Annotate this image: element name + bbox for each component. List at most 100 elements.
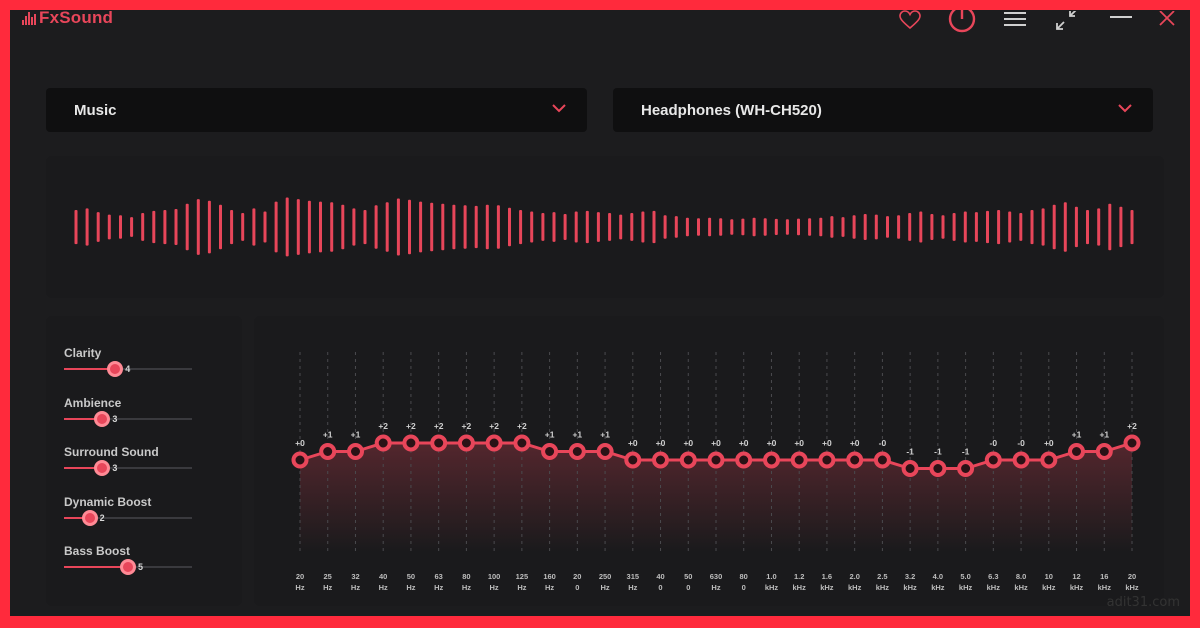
visualizer-bar [519,210,523,245]
favorite-button[interactable] [896,10,924,30]
effect-clarity: Clarity 4 [64,346,234,386]
visualizer-bar [652,210,656,244]
eq-band-knob[interactable] [1040,451,1058,469]
effect-slider-knob[interactable] [120,559,136,575]
effect-label: Surround Sound [64,445,159,459]
visualizer-bar [330,202,334,252]
eq-frequency-label: kHz [765,583,779,592]
power-button[interactable] [946,10,978,36]
chevron-down-icon [552,104,566,113]
eq-frequency-label: Hz [379,583,388,592]
visualizer-bar [441,203,445,251]
eq-band-knob[interactable] [513,434,531,452]
effect-slider-fill [64,417,103,420]
effect-slider-knob[interactable] [94,410,111,427]
eq-frequency-label: 2.5 [877,572,887,581]
eq-band-knob[interactable] [374,434,392,452]
eq-band-knob[interactable] [929,460,947,477]
eq-band-knob[interactable] [291,451,309,469]
eq-frequency-label: 12 [1072,572,1080,581]
effect-bass-boost: Bass Boost 5 [64,544,234,584]
eq-gain-label: +2 [406,421,416,431]
eq-band-knob[interactable] [596,443,614,460]
effect-slider[interactable] [64,559,192,575]
preset-dropdown[interactable]: Music [46,88,587,132]
effect-slider[interactable] [64,361,192,377]
eq-band-knob[interactable] [707,451,725,469]
eq-band-knob[interactable] [402,434,420,452]
minimize-button[interactable] [1108,10,1134,24]
eq-frequency-label: 50 [407,572,415,581]
eq-band-knob[interactable] [901,460,919,477]
visualizer-bar [552,212,556,242]
eq-band-knob[interactable] [568,443,586,460]
eq-gain-label: +0 [1044,438,1054,448]
eq-frequency-label: 63 [435,572,443,581]
eq-band-knob[interactable] [541,443,559,460]
visualizer-bar [863,214,867,240]
effect-slider[interactable] [64,460,192,476]
eq-band-knob[interactable] [763,451,780,469]
visualizer-bar [608,213,612,241]
eq-band-knob[interactable] [430,434,448,452]
visualizer-bar [285,197,289,257]
eq-band-knob[interactable] [679,451,697,469]
mini-mode-button[interactable] [1052,10,1082,34]
eq-band-knob[interactable] [984,451,1002,469]
eq-frequency-label: Hz [601,583,610,592]
chevron-down-icon [1118,104,1132,113]
visualizer-bar [274,201,278,253]
effect-slider-knob[interactable] [107,361,124,377]
eq-gain-label: +1 [1099,430,1109,440]
eq-band-knob[interactable] [957,460,975,477]
eq-gain-label: -1 [934,447,942,457]
eq-frequency-label: kHz [876,583,890,592]
eq-band-knob[interactable] [735,451,753,469]
eq-band-knob[interactable] [319,443,337,460]
app-name: FxSound [39,10,114,27]
eq-frequency-label: 0 [686,583,690,592]
eq-frequency-label: kHz [820,583,834,592]
watermark: adit31.com [1106,595,1180,610]
eq-band-knob[interactable] [790,451,808,469]
effect-value: 3 [112,463,118,473]
effect-slider-knob[interactable] [81,509,98,526]
visualizer-bar [363,210,367,245]
eq-band-knob[interactable] [818,451,836,469]
output-device-dropdown[interactable]: Headphones (WH-CH520) [613,88,1153,132]
eq-frequency-label: 4.0 [933,572,943,581]
eq-frequency-label: 20 [573,572,581,581]
visualizer-bar [908,213,912,241]
effect-slider-knob[interactable] [94,460,111,476]
eq-frequency-label: 630 [710,572,723,581]
visualizer-bar [396,198,400,256]
eq-band-knob[interactable] [652,451,669,469]
effect-slider-fill [64,467,103,469]
visualizer-bar [1063,202,1067,252]
visualizer-bar [463,205,467,249]
eq-band-knob[interactable] [1123,434,1141,452]
close-button[interactable] [1156,10,1178,28]
eq-frequency-label: 32 [351,572,359,581]
eq-gain-label: +0 [295,438,305,448]
eq-band-knob[interactable] [873,451,891,469]
eq-band-knob[interactable] [624,451,642,469]
eq-band-knob[interactable] [1095,443,1113,460]
menu-button[interactable] [1002,10,1028,28]
effect-slider[interactable] [64,509,192,526]
effect-slider[interactable] [64,410,192,427]
visualizer-bar [107,214,111,240]
eq-gain-label: +0 [656,438,666,448]
eq-frequency-label: 40 [656,572,664,581]
eq-band-knob[interactable] [457,434,475,452]
eq-frequency-label: Hz [323,583,332,592]
eq-band-knob[interactable] [485,434,503,452]
eq-band-knob[interactable] [846,451,864,469]
visualizer-bar [774,218,778,235]
eq-gain-label: +1 [600,430,610,440]
equalizer-graph: +0 20 Hz +1 25 Hz +1 32 Hz +2 40 Hz +2 50 Hz +2 63 Hz +2 80… [291,352,1141,592]
eq-band-knob[interactable] [1068,443,1085,460]
eq-band-knob[interactable] [1012,451,1030,469]
eq-band-knob[interactable] [347,443,364,460]
visualizer-bar [496,205,500,249]
